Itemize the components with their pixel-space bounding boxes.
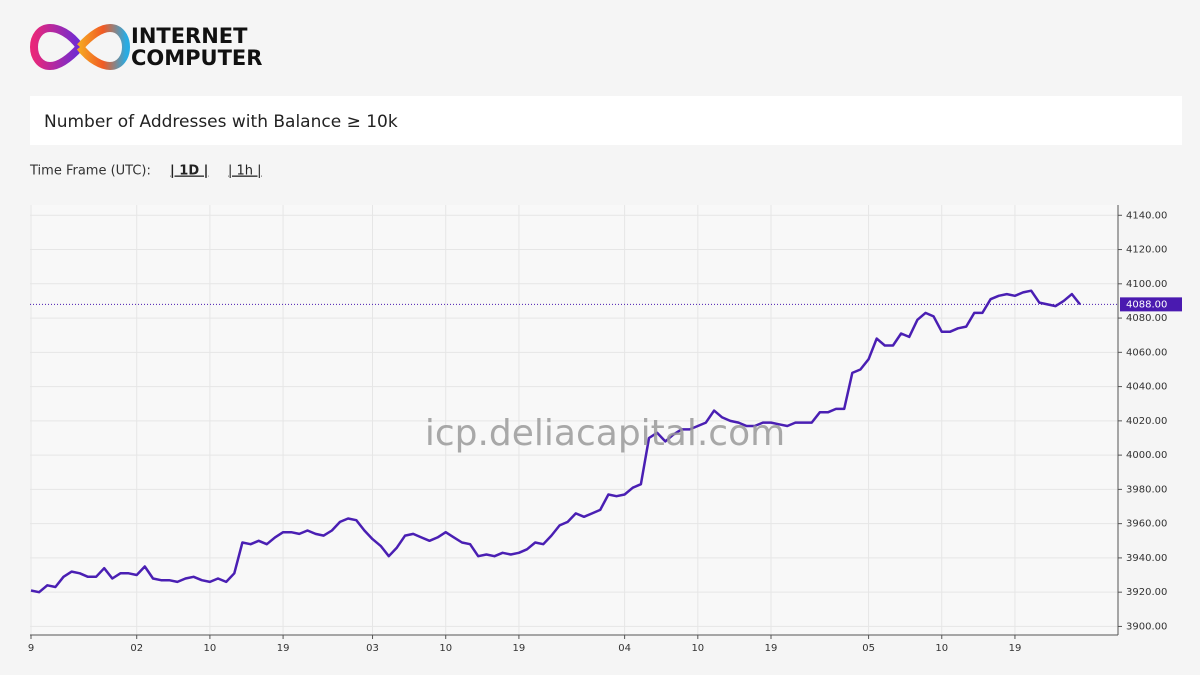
x-tick-label: 10 (439, 643, 452, 654)
time-frame-option[interactable]: | 1h | (228, 164, 262, 179)
logo (29, 23, 131, 71)
y-tick-label: 3960.00 (1126, 519, 1167, 530)
y-tick-label: 4120.00 (1126, 245, 1167, 256)
x-tick-label: 04 (618, 643, 631, 654)
y-tick-label: 4100.00 (1126, 279, 1167, 290)
series-line (30, 289, 1081, 594)
y-tick-label: 3920.00 (1126, 587, 1167, 598)
time-frame-label: Time Frame (UTC): (29, 164, 151, 179)
y-tick-label: 4060.00 (1126, 347, 1167, 358)
current-value-label: 4088.00 (1126, 299, 1167, 310)
logo-loop (29, 23, 84, 71)
x-tick-label: 02 (130, 643, 143, 654)
x-tick-label: 19 (765, 643, 778, 654)
y-tick-label: 4040.00 (1126, 382, 1167, 393)
panel-title: Number of Addresses with Balance ≥ 10k (44, 112, 398, 132)
x-tick-label: 19 (1009, 643, 1022, 654)
y-tick-label: 4080.00 (1126, 313, 1167, 324)
time-frame-option[interactable]: | 1D | (170, 164, 208, 179)
x-tick-label: 19 (513, 643, 526, 654)
x-tick-label: 19 (277, 643, 290, 654)
y-tick-label: 4000.00 (1126, 450, 1167, 461)
x-tick-label: 10 (204, 643, 217, 654)
x-tick-label: 10 (691, 643, 704, 654)
x-tick-label: 03 (366, 643, 379, 654)
x-tick-label: 05 (862, 643, 875, 654)
current-value-box (1120, 297, 1182, 312)
x-tick-label: 10 (935, 643, 948, 654)
title-panel (30, 96, 1182, 145)
x-tick-label: 9 (28, 643, 34, 654)
brand-line: INTERNET (131, 24, 248, 48)
logo-loop (76, 23, 131, 71)
y-tick-label: 3940.00 (1126, 553, 1167, 564)
brand-line: COMPUTER (131, 46, 262, 70)
watermark: icp.deliacapital.com (425, 413, 785, 454)
chart: 3900.00 3920.00 3940.00 3960.00 3980.00 4000.… (28, 205, 1182, 654)
plot-area (30, 205, 1118, 635)
y-tick-label: 3980.00 (1126, 484, 1167, 495)
y-tick-label: 3900.00 (1126, 621, 1167, 632)
y-tick-label: 4140.00 (1126, 210, 1167, 221)
y-tick-label: 4020.00 (1126, 416, 1167, 427)
